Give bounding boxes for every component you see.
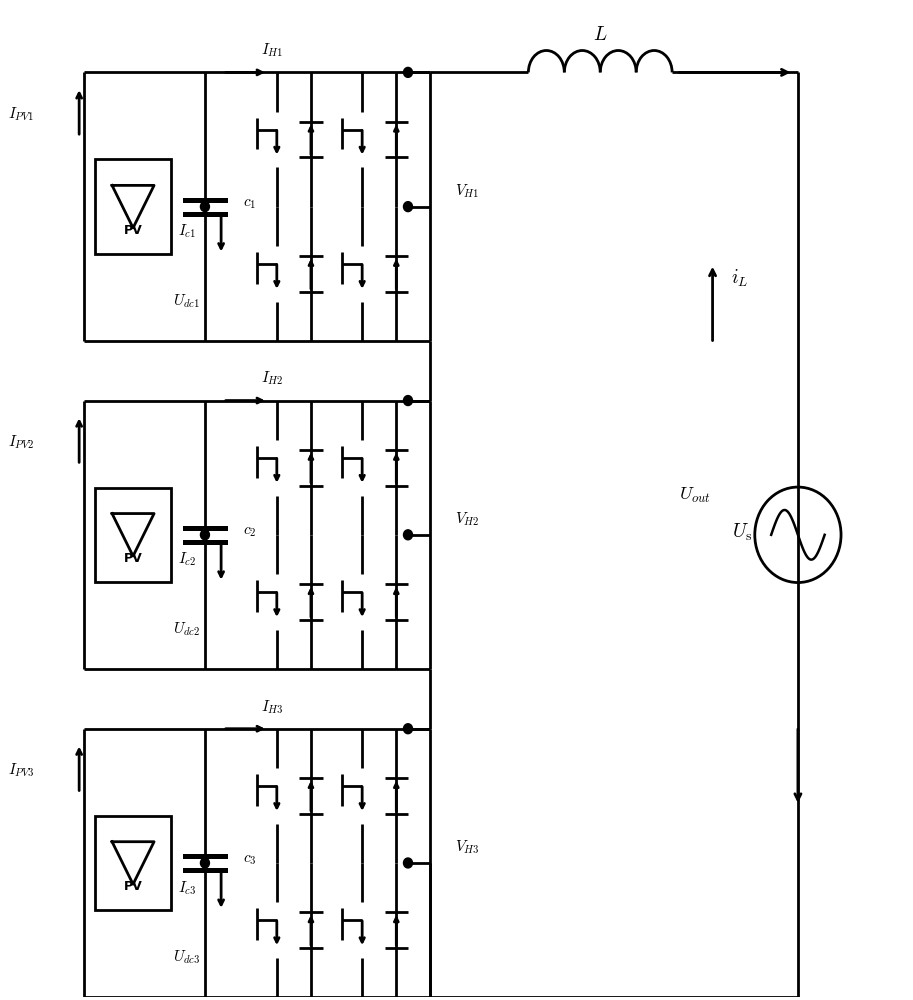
Text: $I_{H1}$: $I_{H1}$ (260, 42, 283, 59)
Text: $c_2$: $c_2$ (243, 524, 256, 539)
Text: $i_L$: $i_L$ (730, 268, 749, 289)
FancyBboxPatch shape (95, 816, 172, 910)
FancyBboxPatch shape (95, 488, 172, 582)
Text: $I_{PV1}$: $I_{PV1}$ (8, 105, 34, 123)
Text: $I_{c2}$: $I_{c2}$ (178, 551, 196, 568)
Circle shape (404, 724, 413, 734)
Text: PV: PV (123, 552, 142, 565)
Text: $V_{H2}$: $V_{H2}$ (455, 510, 479, 528)
Text: $I_{c1}$: $I_{c1}$ (178, 223, 196, 240)
Text: PV: PV (123, 880, 142, 893)
Text: $I_{PV2}$: $I_{PV2}$ (7, 434, 34, 451)
FancyBboxPatch shape (95, 159, 172, 254)
Text: $U_{dc3}$: $U_{dc3}$ (173, 949, 201, 966)
Circle shape (404, 67, 413, 77)
Text: $c_3$: $c_3$ (243, 852, 257, 867)
Text: PV: PV (123, 224, 142, 237)
Text: $I_{PV3}$: $I_{PV3}$ (7, 762, 34, 779)
Text: $U_{dc2}$: $U_{dc2}$ (173, 620, 201, 638)
Text: $U_{\rm s}$: $U_{\rm s}$ (732, 522, 752, 543)
Text: $I_{H3}$: $I_{H3}$ (260, 698, 283, 716)
Text: $c_1$: $c_1$ (243, 196, 256, 211)
Circle shape (201, 202, 209, 212)
Circle shape (404, 396, 413, 406)
Text: $I_{c3}$: $I_{c3}$ (178, 879, 196, 897)
Text: $U_{dc1}$: $U_{dc1}$ (173, 292, 201, 310)
Text: $U_{out}$: $U_{out}$ (678, 485, 710, 505)
Circle shape (201, 858, 209, 868)
Circle shape (201, 530, 209, 540)
Text: $V_{H1}$: $V_{H1}$ (455, 182, 479, 200)
Circle shape (404, 530, 413, 540)
Circle shape (404, 858, 413, 868)
Text: $V_{H3}$: $V_{H3}$ (455, 838, 479, 856)
Circle shape (404, 202, 413, 212)
Text: $L$: $L$ (593, 25, 607, 44)
Text: $I_{H2}$: $I_{H2}$ (260, 370, 283, 387)
